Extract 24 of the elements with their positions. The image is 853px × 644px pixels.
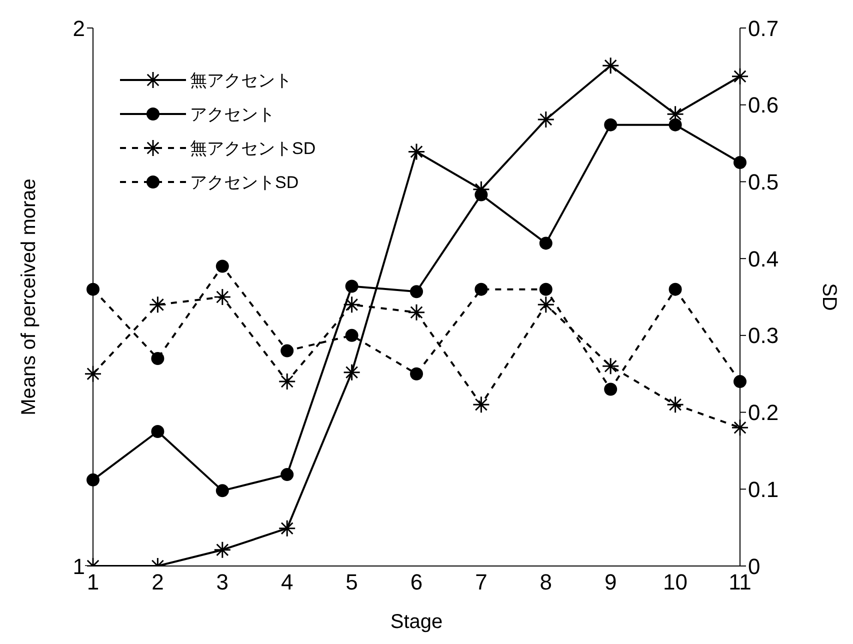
y2-axis-title: SD bbox=[818, 283, 840, 311]
y2-tick-label: 0.4 bbox=[748, 246, 779, 272]
x-tick-label: 4 bbox=[280, 570, 294, 595]
y2-tick-label: 0.5 bbox=[748, 170, 779, 195]
x-axis-title: Stage bbox=[390, 611, 443, 633]
x-tick-label: 8 bbox=[540, 570, 552, 595]
x-tick-label: 5 bbox=[346, 570, 358, 595]
legend-label: アクセントSD bbox=[190, 172, 299, 194]
x-tick-label: 2 bbox=[152, 570, 164, 595]
y2-tick-label: 0.3 bbox=[748, 323, 779, 348]
legend-label: 無アクセントSD bbox=[190, 138, 316, 160]
y2-tick-label: 0.2 bbox=[748, 400, 779, 426]
y2-tick-label: 0.6 bbox=[748, 92, 779, 118]
x-tick-label: 3 bbox=[216, 570, 229, 595]
y2-tick-label: 0.1 bbox=[748, 476, 779, 502]
y2-tick-label: 0 bbox=[748, 554, 760, 579]
y-axis-title: Means of perceived morae bbox=[18, 178, 40, 416]
legend-label: 無アクセント bbox=[190, 70, 292, 92]
legend-label: アクセント bbox=[190, 104, 275, 126]
x-tick-label: 9 bbox=[604, 570, 617, 595]
x-tick-label: 6 bbox=[410, 570, 423, 595]
x-tick-label: 10 bbox=[663, 570, 688, 595]
y2-tick-label: 0.7 bbox=[748, 16, 779, 41]
x-tick-label: 7 bbox=[475, 570, 488, 595]
